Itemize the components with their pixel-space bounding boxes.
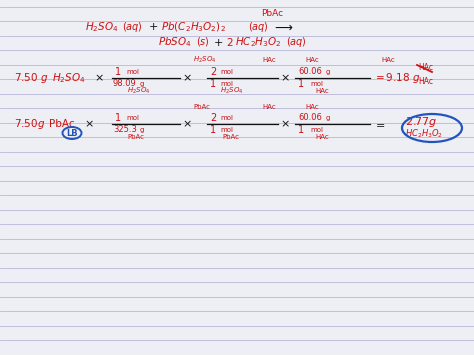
Text: mol: mol	[220, 115, 233, 121]
Text: 1: 1	[210, 79, 216, 89]
Text: HAc: HAc	[305, 104, 319, 110]
Text: $H_2SO_4$: $H_2SO_4$	[220, 86, 243, 96]
Text: 2: 2	[210, 67, 216, 77]
Text: $\times$: $\times$	[280, 73, 290, 83]
Text: mol: mol	[126, 115, 139, 121]
Text: HAc: HAc	[305, 57, 319, 63]
Text: HAc: HAc	[381, 57, 395, 63]
Text: HAc: HAc	[315, 134, 329, 140]
Text: HAc: HAc	[418, 77, 433, 87]
Text: $\times$: $\times$	[280, 119, 290, 129]
Text: $+$: $+$	[213, 37, 223, 48]
Text: $(aq)$: $(aq)$	[286, 35, 307, 49]
Text: PbAc: PbAc	[193, 104, 210, 110]
Text: 1: 1	[210, 125, 216, 135]
Text: mol: mol	[220, 127, 233, 133]
Text: 325.3: 325.3	[113, 126, 137, 135]
Text: $HC_2H_3O_2$: $HC_2H_3O_2$	[235, 35, 282, 49]
Text: $PbSO_4$: $PbSO_4$	[158, 35, 192, 49]
Text: $H_2SO_4$: $H_2SO_4$	[193, 55, 216, 65]
Text: $\times$: $\times$	[84, 119, 94, 129]
Text: mol: mol	[220, 81, 233, 87]
Text: $(aq)$: $(aq)$	[248, 20, 269, 34]
Text: $\times$: $\times$	[182, 119, 192, 129]
Text: $H_2SO_4$: $H_2SO_4$	[52, 71, 86, 85]
Text: HAc: HAc	[418, 64, 433, 72]
Text: 1: 1	[298, 79, 304, 89]
Text: PbAc: PbAc	[222, 134, 239, 140]
Text: $HC_2H_3O_2$: $HC_2H_3O_2$	[405, 128, 443, 140]
Text: $(aq)$: $(aq)$	[122, 20, 143, 34]
Text: 1: 1	[115, 113, 121, 123]
Text: mol: mol	[220, 69, 233, 75]
Text: $\times$: $\times$	[182, 73, 192, 83]
Text: g: g	[326, 69, 330, 75]
Text: $Pb(C_2H_3O_2)_2$: $Pb(C_2H_3O_2)_2$	[161, 20, 226, 34]
Text: 1: 1	[115, 67, 121, 77]
Text: HAc: HAc	[262, 104, 276, 110]
Text: LB: LB	[66, 129, 78, 137]
Text: 60.06: 60.06	[298, 67, 322, 76]
Text: $2.77g$: $2.77g$	[405, 115, 438, 129]
Text: g: g	[326, 115, 330, 121]
Text: g: g	[140, 127, 145, 133]
Text: 1: 1	[298, 125, 304, 135]
Text: $7.50g$: $7.50g$	[14, 117, 46, 131]
Text: $H_2SO_4$: $H_2SO_4$	[85, 20, 118, 34]
Text: $=$: $=$	[373, 119, 385, 129]
Text: mol: mol	[310, 127, 323, 133]
Text: g: g	[140, 81, 145, 87]
Text: 98.09: 98.09	[113, 80, 137, 88]
Text: $2$: $2$	[226, 36, 234, 48]
Text: $+$: $+$	[148, 22, 158, 33]
Text: $H_2SO_4$: $H_2SO_4$	[127, 86, 150, 96]
Text: HAc: HAc	[262, 57, 276, 63]
Text: $= 9.18\ g$: $= 9.18\ g$	[373, 71, 420, 85]
Text: $7.50\ g$: $7.50\ g$	[14, 71, 49, 85]
Text: 2: 2	[210, 113, 216, 123]
Text: HAc: HAc	[315, 88, 329, 94]
Text: $\times$: $\times$	[94, 73, 104, 83]
Text: mol: mol	[310, 81, 323, 87]
Text: PbAc: PbAc	[49, 119, 74, 129]
Text: PbAc: PbAc	[261, 9, 283, 17]
Text: PbAc: PbAc	[127, 134, 144, 140]
Text: 60.06: 60.06	[298, 114, 322, 122]
Text: mol: mol	[126, 69, 139, 75]
Text: $(s)$: $(s)$	[196, 36, 210, 49]
Text: $\longrightarrow$: $\longrightarrow$	[272, 21, 294, 33]
